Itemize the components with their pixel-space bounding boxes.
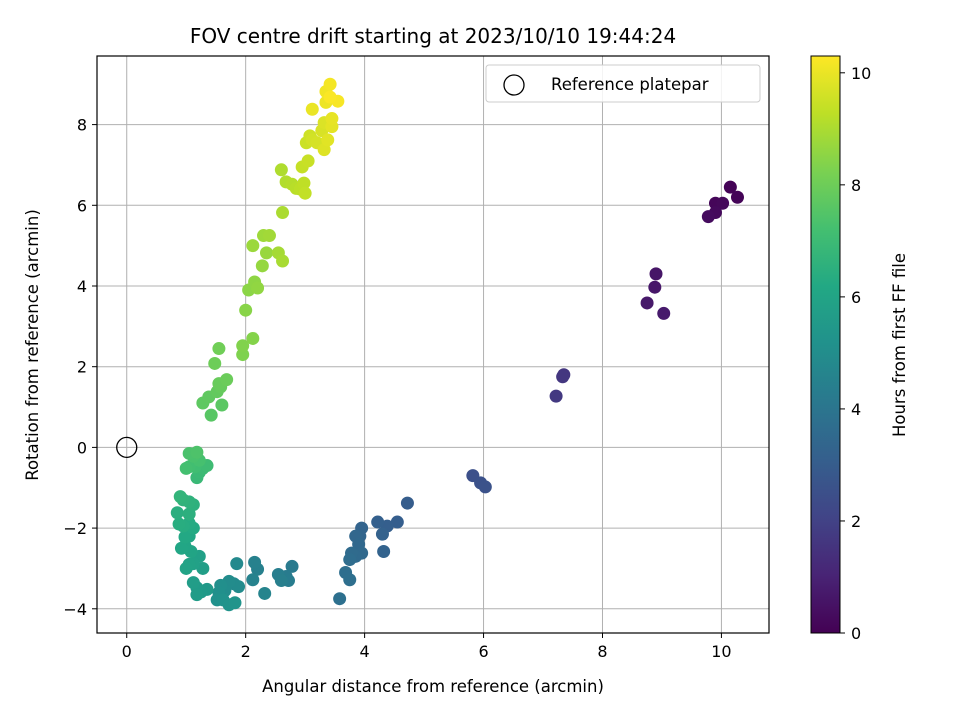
data-point — [255, 259, 269, 273]
data-point — [172, 517, 186, 531]
x-tick-label: 2 — [241, 642, 251, 661]
colorbar-tick-label: 8 — [851, 176, 861, 195]
x-tick-label: 10 — [711, 642, 731, 661]
data-point — [549, 389, 563, 403]
y-tick-label: −4 — [63, 600, 87, 619]
data-point — [276, 206, 290, 220]
colorbar — [810, 55, 841, 634]
data-point — [657, 306, 671, 320]
data-point — [179, 561, 193, 575]
data-point — [258, 586, 272, 600]
colorbar-tick-label: 6 — [851, 288, 861, 307]
data-point — [246, 331, 260, 345]
data-point — [174, 541, 188, 555]
data-point — [190, 588, 204, 602]
data-point — [301, 154, 315, 168]
data-point — [323, 90, 337, 104]
data-point — [556, 370, 570, 384]
data-point — [220, 373, 234, 387]
points-layer — [170, 77, 744, 612]
plot-frame — [96, 55, 770, 634]
y-axis-label: Rotation from reference (arcmin) — [23, 209, 42, 481]
y-tick-label: 4 — [77, 277, 87, 296]
data-point — [371, 515, 385, 529]
y-tick-label: 2 — [77, 358, 87, 377]
data-point — [178, 530, 192, 544]
x-axis-label: Angular distance from reference (arcmin) — [262, 677, 604, 696]
data-point — [215, 398, 229, 412]
colorbar-label: Hours from first FF file — [890, 253, 909, 437]
x-tick-label: 0 — [122, 642, 132, 661]
axis-ticks: 0 2 4 6 8 10 −4 −2 0 2 4 6 8 — [63, 116, 731, 661]
y-tick-label: 6 — [77, 196, 87, 215]
data-point — [170, 506, 184, 520]
x-tick-label: 8 — [597, 642, 607, 661]
data-point — [262, 229, 276, 243]
data-point — [730, 190, 744, 204]
data-point — [228, 596, 242, 610]
data-point — [478, 480, 492, 494]
legend-box — [485, 64, 761, 103]
y-tick-label: 0 — [77, 438, 87, 457]
data-point — [377, 544, 391, 558]
data-point — [375, 527, 389, 541]
data-point — [648, 280, 662, 294]
reference-marker-layer — [116, 436, 138, 459]
data-point — [190, 445, 204, 459]
data-point — [343, 553, 357, 567]
data-point — [236, 339, 250, 353]
data-point — [251, 281, 265, 295]
data-point — [246, 239, 260, 253]
data-point — [297, 176, 311, 190]
data-point — [212, 342, 226, 356]
colorbar-ticks: 0 2 4 6 8 10 — [840, 64, 871, 643]
grid — [97, 56, 769, 633]
data-point — [298, 186, 312, 200]
data-point — [274, 574, 288, 588]
data-point — [701, 210, 715, 224]
colorbar-tick-label: 10 — [851, 64, 871, 83]
data-point — [716, 196, 730, 210]
data-point — [208, 356, 222, 370]
data-point — [276, 254, 290, 268]
data-point — [248, 555, 262, 569]
legend-reference-marker-icon — [503, 74, 525, 96]
reference-platepar-marker — [116, 436, 138, 459]
colorbar-tick-label: 4 — [851, 400, 861, 419]
colorbar-tick-label: 0 — [851, 624, 861, 643]
data-point — [400, 496, 414, 510]
data-point — [649, 267, 663, 281]
data-point — [246, 573, 260, 587]
data-point — [723, 180, 737, 194]
data-point — [640, 296, 654, 310]
data-point — [285, 559, 299, 573]
data-point — [333, 592, 347, 606]
data-point — [259, 246, 273, 260]
y-tick-label: 8 — [77, 116, 87, 135]
legend: Reference platepar — [485, 64, 761, 103]
data-point — [204, 408, 218, 422]
data-point — [390, 515, 404, 529]
colorbar-tick-label: 2 — [851, 512, 861, 531]
data-point — [274, 163, 288, 177]
x-tick-label: 6 — [478, 642, 488, 661]
data-point — [230, 557, 244, 571]
data-point — [186, 576, 200, 590]
chart-title: FOV centre drift starting at 2023/10/10 … — [190, 24, 676, 48]
y-tick-label: −2 — [63, 519, 87, 538]
data-point — [179, 461, 193, 475]
legend-entry-reference: Reference platepar — [551, 75, 709, 94]
data-point — [232, 580, 246, 594]
data-point — [325, 112, 339, 126]
x-tick-label: 4 — [360, 642, 370, 661]
data-point — [239, 303, 253, 317]
data-point — [343, 573, 357, 587]
data-point — [321, 133, 335, 147]
data-point — [305, 102, 319, 116]
data-point — [323, 77, 337, 91]
data-point — [173, 490, 187, 504]
